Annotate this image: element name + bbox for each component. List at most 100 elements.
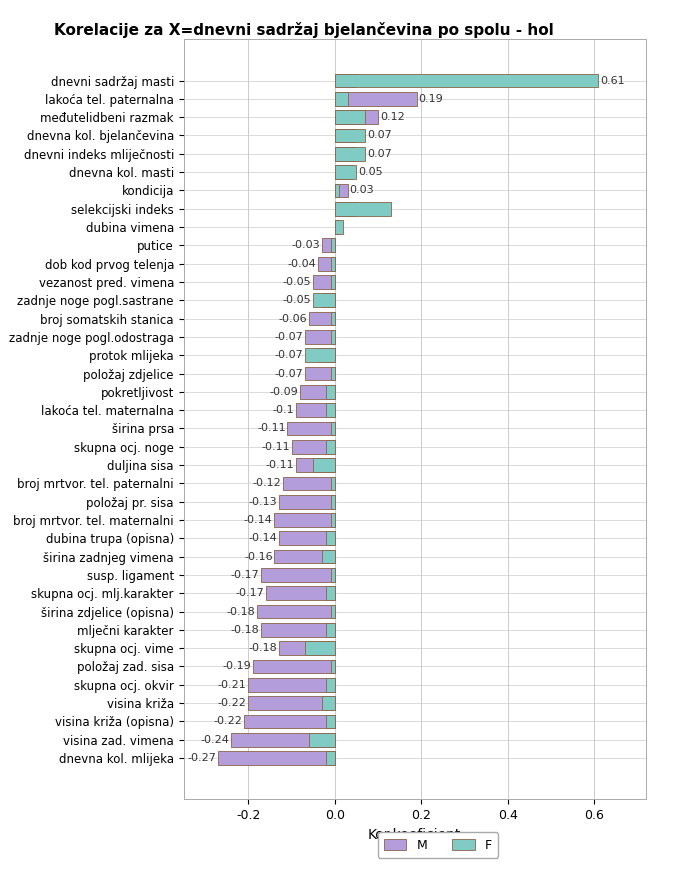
Bar — [335, 183, 347, 197]
Bar — [330, 330, 335, 344]
Bar — [335, 202, 356, 216]
Text: -0.16: -0.16 — [244, 552, 273, 561]
Text: -0.22: -0.22 — [214, 716, 242, 726]
Text: -0.07: -0.07 — [274, 350, 303, 361]
Text: -0.11: -0.11 — [266, 460, 294, 470]
Text: -0.13: -0.13 — [248, 497, 277, 507]
Bar — [313, 294, 335, 307]
Text: -0.07: -0.07 — [274, 332, 303, 342]
Bar — [330, 275, 335, 289]
Bar — [326, 385, 335, 399]
Bar — [326, 532, 335, 545]
Bar — [335, 110, 378, 124]
Bar — [218, 751, 335, 765]
Bar — [330, 421, 335, 435]
Text: -0.14: -0.14 — [244, 515, 273, 525]
Bar — [296, 403, 335, 417]
Bar — [335, 220, 339, 234]
Bar — [279, 641, 335, 655]
Bar — [261, 623, 335, 637]
Bar — [335, 183, 339, 197]
Bar — [305, 330, 335, 344]
Bar — [326, 623, 335, 637]
Bar — [330, 476, 335, 490]
Bar — [335, 147, 365, 161]
Text: -0.12: -0.12 — [252, 478, 282, 488]
Text: -0.18: -0.18 — [226, 607, 255, 617]
Bar — [330, 367, 335, 381]
X-axis label: Kor.koeficient: Kor.koeficient — [368, 828, 462, 842]
Bar — [309, 733, 335, 746]
Bar — [335, 129, 365, 143]
Bar — [313, 458, 335, 472]
Text: -0.24: -0.24 — [201, 735, 229, 745]
Bar — [257, 605, 335, 619]
Bar — [248, 696, 335, 710]
Text: 0.07: 0.07 — [367, 130, 392, 141]
Bar — [335, 202, 391, 216]
Bar — [335, 129, 356, 143]
Text: -0.27: -0.27 — [188, 753, 216, 763]
Bar — [330, 513, 335, 527]
Bar — [279, 532, 335, 545]
Text: -0.1: -0.1 — [273, 405, 294, 415]
Bar — [279, 494, 335, 508]
Text: -0.04: -0.04 — [287, 259, 316, 269]
Bar — [248, 678, 335, 692]
Text: -0.05: -0.05 — [283, 277, 311, 287]
Bar — [253, 660, 335, 673]
Text: -0.06: -0.06 — [279, 314, 307, 323]
Bar — [274, 550, 335, 563]
Bar — [305, 367, 335, 381]
Bar — [330, 238, 335, 252]
Bar — [335, 92, 417, 106]
Text: -0.03: -0.03 — [292, 241, 320, 250]
Text: -0.14: -0.14 — [248, 534, 277, 543]
Text: -0.17: -0.17 — [235, 588, 264, 598]
Bar — [326, 751, 335, 765]
Bar — [313, 275, 335, 289]
Text: 0.61: 0.61 — [600, 76, 625, 85]
Bar — [326, 587, 335, 600]
Text: 0.19: 0.19 — [419, 94, 443, 103]
Bar — [318, 256, 335, 270]
Bar — [330, 660, 335, 673]
Bar — [322, 550, 335, 563]
Text: 0.07: 0.07 — [367, 149, 392, 159]
Text: -0.18: -0.18 — [231, 625, 260, 635]
Bar — [261, 568, 335, 582]
Text: -0.11: -0.11 — [257, 423, 286, 434]
Bar — [301, 385, 335, 399]
Bar — [330, 494, 335, 508]
Text: -0.21: -0.21 — [218, 680, 247, 690]
Bar — [335, 147, 356, 161]
Text: -0.19: -0.19 — [222, 661, 251, 672]
Bar — [326, 678, 335, 692]
Bar — [274, 513, 335, 527]
Bar — [335, 92, 347, 106]
Bar — [330, 312, 335, 326]
Bar — [309, 312, 335, 326]
Bar — [322, 696, 335, 710]
Text: -0.11: -0.11 — [261, 441, 290, 452]
Text: 0.03: 0.03 — [350, 185, 374, 196]
Bar — [231, 733, 335, 746]
Bar — [266, 587, 335, 600]
Bar — [326, 714, 335, 728]
Bar — [283, 476, 335, 490]
Bar — [335, 165, 352, 179]
Text: -0.18: -0.18 — [248, 643, 277, 653]
Bar — [335, 74, 356, 88]
Text: -0.09: -0.09 — [270, 387, 299, 397]
Bar — [330, 605, 335, 619]
Bar — [305, 641, 335, 655]
Bar — [322, 238, 335, 252]
Text: -0.07: -0.07 — [274, 368, 303, 379]
Text: -0.17: -0.17 — [231, 570, 260, 580]
Bar — [335, 110, 365, 124]
Bar — [318, 348, 335, 362]
Bar — [330, 256, 335, 270]
Text: -0.22: -0.22 — [218, 698, 247, 708]
Bar — [335, 74, 598, 88]
Bar — [296, 458, 335, 472]
